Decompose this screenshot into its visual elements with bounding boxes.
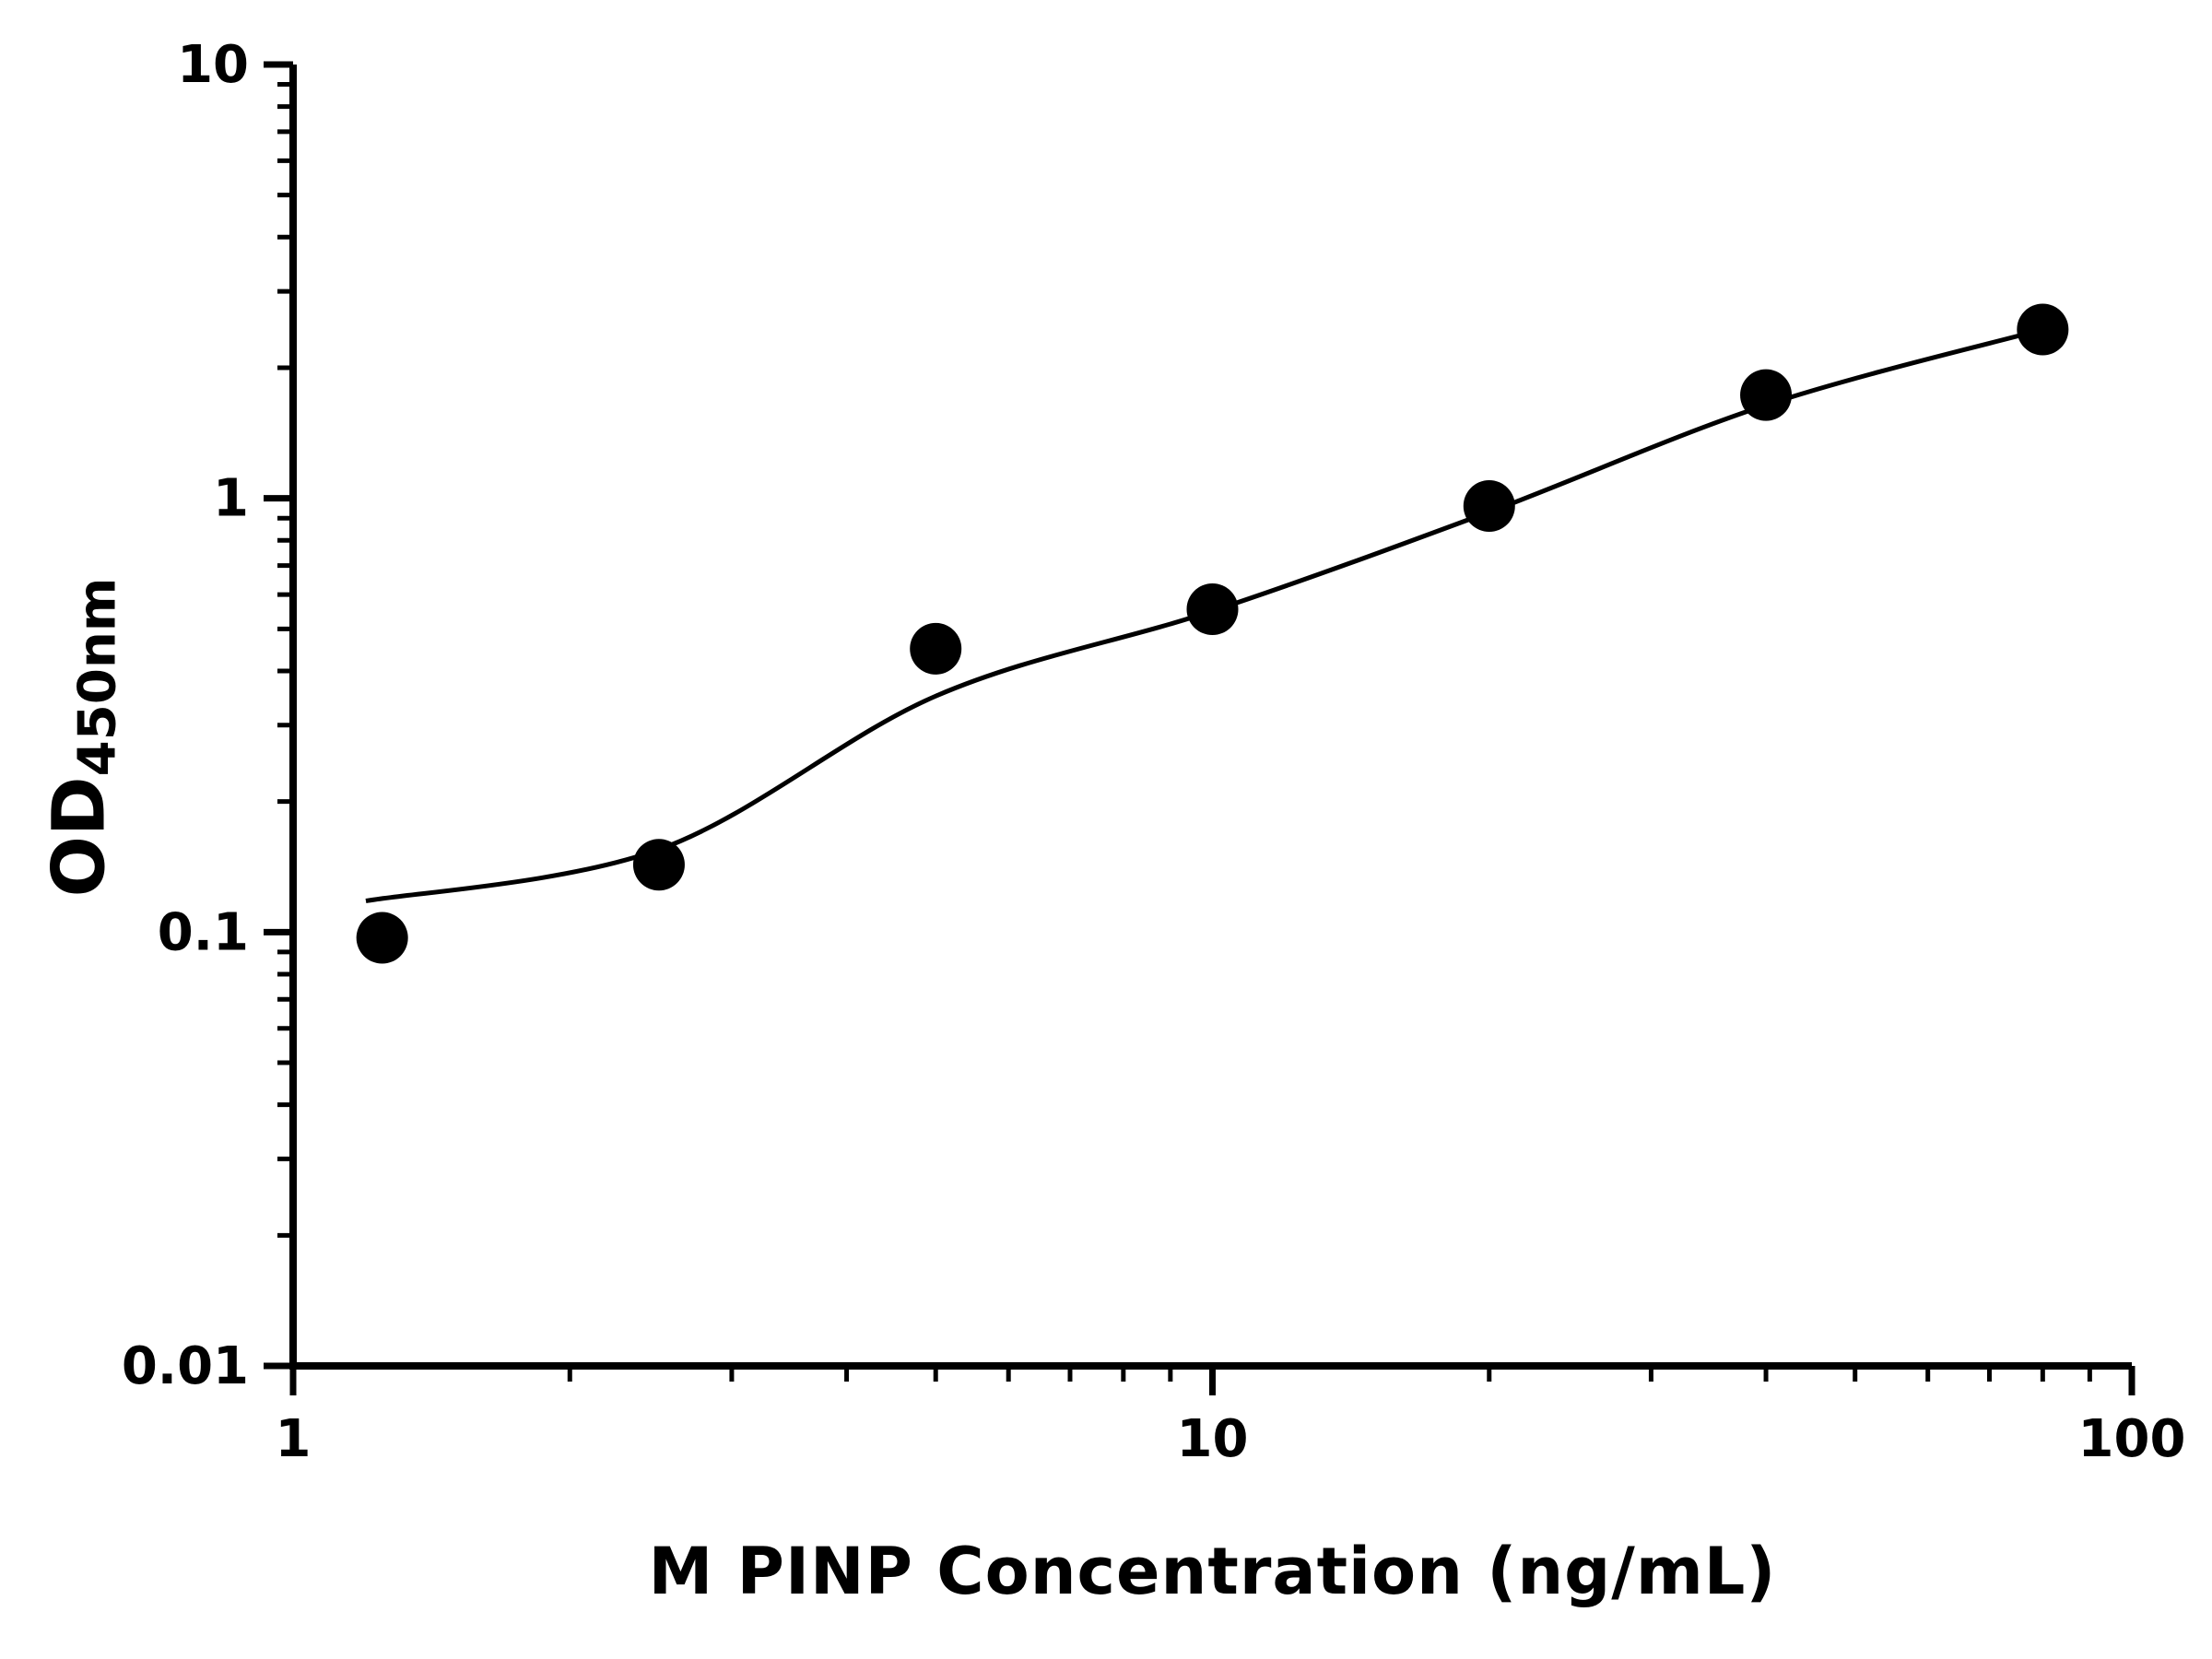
data-point bbox=[632, 839, 685, 891]
x-axis-tick-label: 100 bbox=[2078, 1409, 2186, 1469]
x-axis-tick-label: 1 bbox=[276, 1409, 312, 1469]
y-axis-title-main: OD bbox=[38, 776, 122, 898]
data-point bbox=[1186, 583, 1239, 636]
y-axis-tick-label: 10 bbox=[177, 35, 249, 95]
data-point bbox=[1740, 369, 1793, 421]
x-axis-title: M PINP Concentration (ng/mL) bbox=[648, 1534, 1777, 1609]
x-axis-tick-label: 10 bbox=[1177, 1409, 1249, 1469]
y-axis-tick-label: 0.1 bbox=[158, 902, 249, 962]
data-point bbox=[1463, 480, 1515, 533]
data-point bbox=[910, 622, 962, 675]
y-axis-tick-label: 0.01 bbox=[122, 1336, 249, 1396]
y-axis-tick-label: 1 bbox=[213, 469, 249, 529]
data-point bbox=[2017, 303, 2069, 356]
axes-spines bbox=[289, 65, 2132, 1370]
y-axis-title-subscript: 450nm bbox=[67, 577, 128, 777]
data-point bbox=[356, 912, 408, 964]
y-axis-title: OD450nm bbox=[38, 578, 127, 898]
